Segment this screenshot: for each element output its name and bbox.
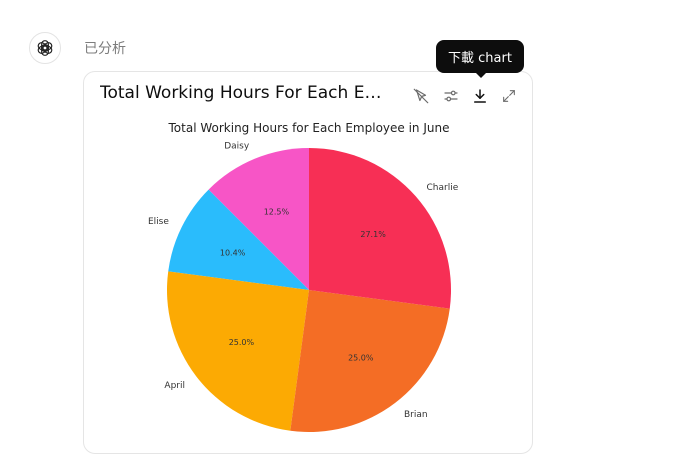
pie-label-daisy: Daisy — [224, 142, 250, 152]
toggle-interactive-button[interactable] — [409, 84, 433, 108]
expand-chart-button[interactable] — [497, 84, 521, 108]
chart-card: Total Working Hours For Each Employee in… — [83, 71, 533, 454]
pie-pct-label-brian: 25.0% — [348, 354, 374, 363]
pie-pct-label-april: 25.0% — [229, 338, 255, 347]
download-icon — [474, 89, 486, 103]
pie-slice-elise — [168, 189, 309, 290]
pie-label-charlie: Charlie — [427, 183, 459, 193]
chart-settings-button[interactable] — [439, 84, 463, 108]
pie-slice-april — [166, 271, 309, 431]
expand-icon — [503, 90, 515, 102]
sliders-icon — [444, 90, 458, 102]
pie-pct-label-elise: 10.4% — [220, 248, 246, 257]
pie-chart: Total Working Hours for Each Employee in… — [148, 121, 459, 433]
download-chart-button[interactable] — [468, 84, 492, 108]
cursor-off-icon — [413, 88, 429, 104]
pie-slice-brian — [290, 290, 450, 433]
analysis-status: 已分析 — [84, 41, 126, 57]
pie-slice-charlie — [309, 148, 452, 309]
pie-label-brian: Brian — [404, 410, 428, 420]
pie-label-elise: Elise — [148, 217, 169, 227]
pie-label-april: April — [164, 381, 185, 391]
download-tooltip: 下載 chart — [436, 40, 524, 73]
chart-title: Total Working Hours for Each Employee in… — [168, 121, 450, 135]
tooltip-arrow — [475, 72, 487, 78]
assistant-avatar — [29, 32, 61, 64]
pie-pct-label-charlie: 27.1% — [360, 230, 386, 239]
pie-pct-label-daisy: 12.5% — [264, 207, 290, 216]
pie-slice-daisy — [208, 148, 309, 290]
openai-logo-icon — [37, 40, 53, 56]
